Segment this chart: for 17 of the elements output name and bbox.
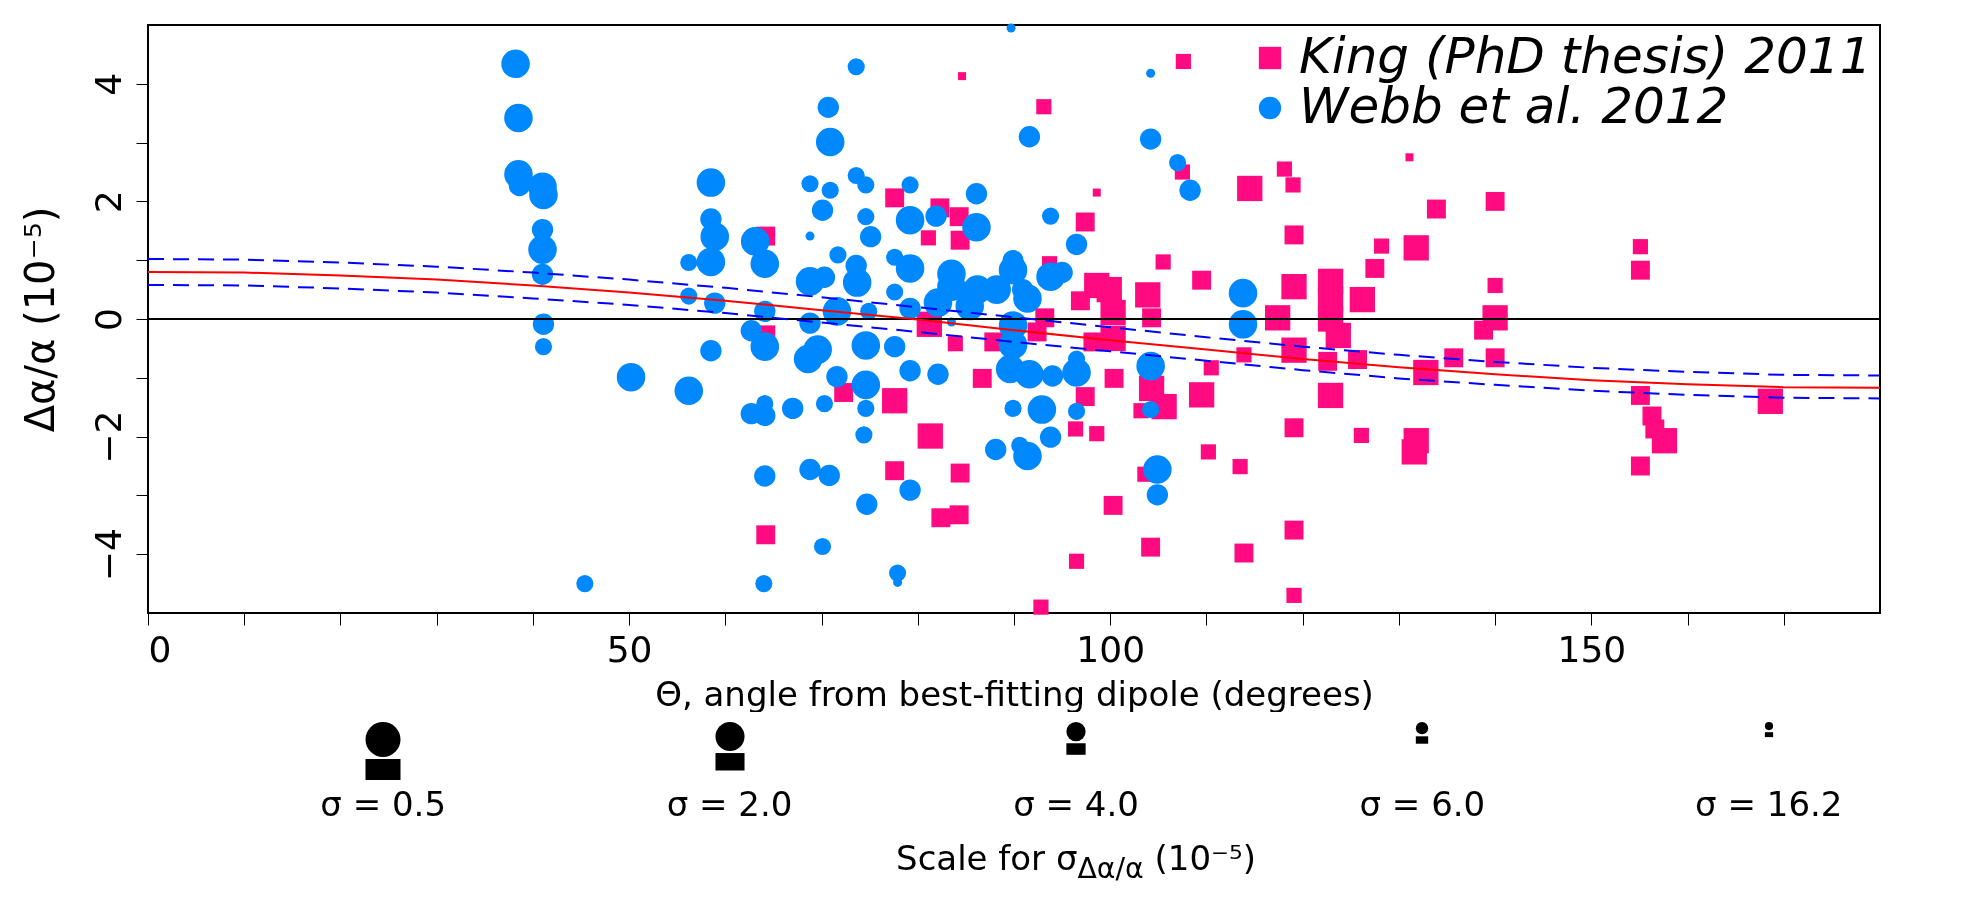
y-axis-title: Δα/α (10⁻⁵) bbox=[16, 206, 63, 433]
x-tick-label: 100 bbox=[1076, 628, 1146, 670]
y-tick-label: 0 bbox=[87, 308, 129, 331]
y-tick-label: −2 bbox=[87, 410, 129, 464]
text: σ = 4.0 bbox=[1012, 784, 1140, 824]
x-tick-label: 0 bbox=[148, 628, 172, 670]
text: σ = 0.5 bbox=[319, 784, 448, 824]
text: σ = 2.0 bbox=[665, 784, 794, 824]
y-tick-label: 2 bbox=[87, 190, 129, 214]
text: Scale for σ$_{Δα/α}$ (10⁻⁵) bbox=[895, 838, 1257, 885]
x-tick-label: 150 bbox=[1557, 628, 1627, 670]
x-tick-label: 50 bbox=[606, 628, 653, 670]
x-axis-title: Θ, angle from best-fitting dipole (degrees) bbox=[655, 673, 1374, 714]
y-tick-label: 4 bbox=[87, 72, 129, 96]
text: σ = 6.0 bbox=[1358, 784, 1487, 824]
y-tick-label: −4 bbox=[87, 528, 129, 582]
text: σ = 16.2 bbox=[1694, 784, 1844, 824]
